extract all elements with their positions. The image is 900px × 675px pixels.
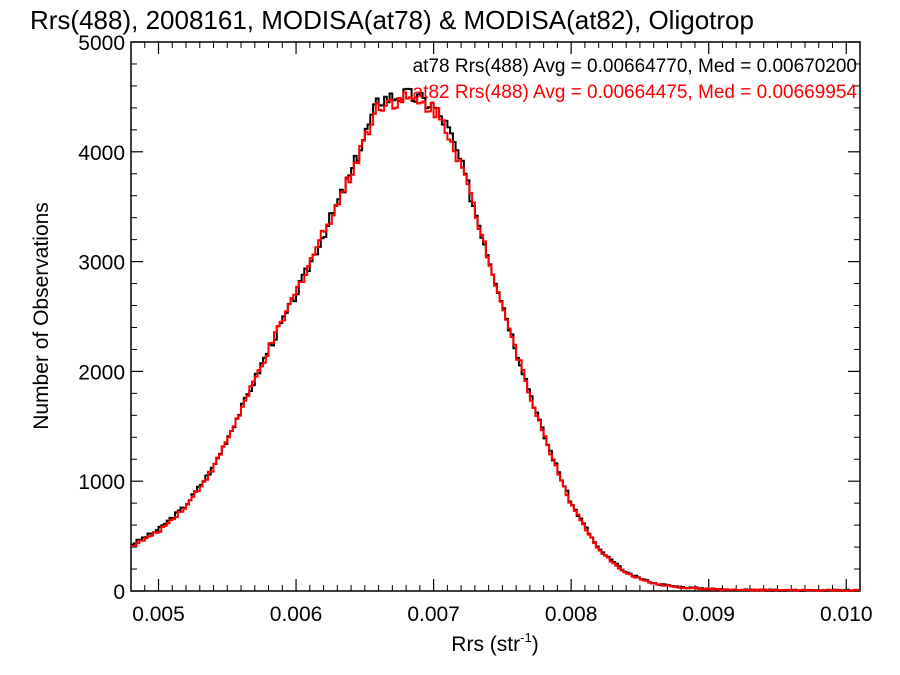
y-tick-label: 2000 — [78, 361, 125, 384]
series-layer — [131, 87, 860, 592]
x-tick-label: 0.009 — [682, 603, 735, 626]
y-tick-label: 0 — [113, 581, 125, 604]
x-tick-label: 0.007 — [407, 603, 460, 626]
y-tick-label: 3000 — [78, 252, 125, 275]
legend-entry-at78: at78 Rrs(488) Avg = 0.00664770, Med = 0.… — [413, 56, 857, 77]
x-tick-label: 0.008 — [545, 603, 598, 626]
plot-frame — [130, 41, 861, 592]
y-tick-label: 1000 — [78, 471, 125, 494]
x-tick-label: 0.006 — [270, 603, 323, 626]
series-at82-line — [131, 91, 860, 592]
x-tick-label: 0.010 — [820, 603, 873, 626]
y-tick-label: 4000 — [78, 142, 125, 165]
legend: at78 Rrs(488) Avg = 0.00664770, Med = 0.… — [413, 56, 858, 103]
x-tick-label: 0.005 — [132, 603, 185, 626]
y-axis-label: Number of Observations — [30, 202, 53, 430]
y-axis: 0 1000 2000 3000 4000 5000 — [78, 32, 860, 604]
series-at78-line — [131, 87, 860, 592]
x-axis-label: Rrs (str-1) — [451, 630, 538, 656]
chart-title: Rrs(488), 2008161, MODISA(at78) & MODISA… — [30, 5, 754, 35]
legend-entry-at82: at82 Rrs(488) Avg = 0.00664475, Med = 0.… — [413, 82, 858, 103]
x-axis: 0.005 0.006 0.007 0.008 0.009 0.010 — [132, 42, 873, 626]
y-tick-label: 5000 — [78, 32, 125, 55]
